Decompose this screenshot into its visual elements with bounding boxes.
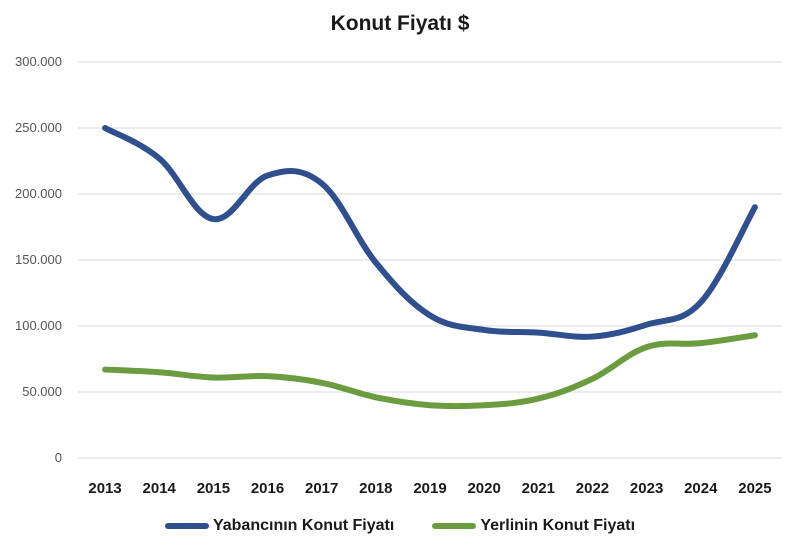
x-tick-label: 2017 — [305, 480, 338, 497]
x-tick-label: 2015 — [197, 480, 230, 497]
x-tick-label: 2022 — [576, 480, 609, 497]
x-tick-label: 2020 — [467, 480, 500, 497]
y-tick-label: 0 — [55, 450, 62, 465]
x-tick-label: 2013 — [88, 480, 121, 497]
y-tick-label: 100.000 — [15, 318, 62, 333]
series-lines — [102, 125, 758, 410]
legend-swatch — [432, 523, 477, 529]
x-axis-ticks: 2013 2014 2015 2016 2017 2018 2019 2020 2021 2022… — [88, 480, 771, 497]
y-tick-label: 300.000 — [15, 54, 62, 69]
y-tick-label: 250.000 — [15, 120, 62, 135]
legend-item: Yerlinin Konut Fiyatı — [432, 517, 635, 535]
legend-label: Yerlinin Konut Fiyatı — [480, 517, 636, 534]
x-tick-label: 2018 — [359, 480, 392, 497]
x-tick-label: 2019 — [413, 480, 446, 497]
series-line-local — [102, 332, 758, 410]
x-tick-label: 2024 — [684, 480, 718, 497]
legend-label: Yabancının Konut Fiyatı — [212, 517, 395, 534]
gridlines — [78, 61, 782, 459]
x-tick-label: 2016 — [251, 480, 284, 497]
x-tick-label: 2021 — [522, 480, 555, 497]
x-tick-label: 2023 — [630, 480, 663, 497]
series-line-foreign — [102, 125, 758, 340]
legend-swatch — [164, 523, 209, 529]
y-tick-label: 50.000 — [22, 384, 62, 399]
y-tick-label: 200.000 — [15, 186, 62, 201]
legend-item: Yabancının Konut Fiyatı — [164, 517, 395, 535]
y-tick-label: 150.000 — [15, 252, 62, 267]
x-tick-label: 2014 — [143, 480, 177, 497]
chart-title: Konut Fiyatı $ — [330, 12, 470, 35]
legend: Yabancının Konut Fiyatı Yerlinin Konut Fi… — [0, 512, 800, 540]
x-tick-label: 2025 — [738, 480, 771, 497]
y-axis-ticks: 0 50.000 100.000 150.000 200.000 250.000 300.0… — [15, 54, 62, 465]
